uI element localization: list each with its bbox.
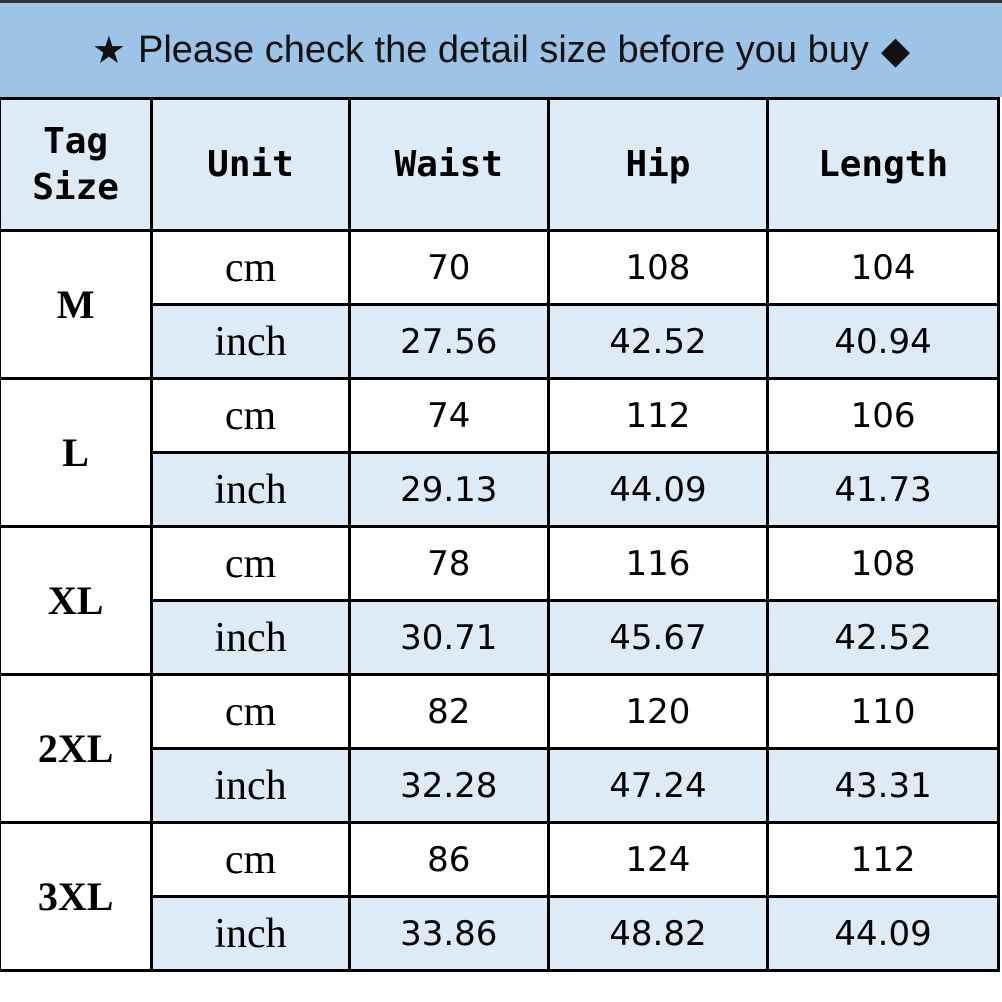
unit-cell: inch	[150, 747, 351, 824]
hip-cell: 116	[546, 525, 770, 602]
table-row: 2XL cm 82 120 110	[0, 673, 1000, 824]
header-row: Tag Size Unit Waist Hip Length	[0, 97, 1000, 232]
size-cell: M	[0, 229, 154, 380]
table-row: XL cm 78 116 108	[0, 525, 1000, 676]
notice-banner: ★ Please check the detail size before yo…	[0, 0, 1002, 97]
size-cell: L	[0, 377, 154, 528]
table-row: inch 27.56 42.52 40.94	[0, 303, 1000, 380]
unit-cell: cm	[150, 377, 351, 454]
hip-cell: 48.82	[546, 895, 770, 972]
header-tag: Tag	[43, 120, 109, 162]
unit-cell: inch	[150, 895, 351, 972]
table-row: inch 33.86 48.82 44.09	[0, 895, 1000, 972]
table-row: 3XL cm 86 124 112	[0, 821, 1000, 972]
waist-cell: 27.56	[347, 303, 550, 380]
hip-cell: 120	[546, 673, 770, 750]
header-tag-size: Tag Size	[0, 97, 154, 232]
waist-cell: 33.86	[347, 895, 550, 972]
header-waist: Waist	[347, 97, 550, 232]
diamond-icon: ◆	[880, 29, 911, 72]
length-cell: 112	[766, 821, 1000, 898]
hip-cell: 47.24	[546, 747, 770, 824]
header-hip: Hip	[546, 97, 770, 232]
waist-cell: 70	[347, 229, 550, 306]
header-unit: Unit	[150, 97, 351, 232]
waist-cell: 30.71	[347, 599, 550, 676]
unit-cell: inch	[150, 599, 351, 676]
unit-cell: inch	[150, 451, 351, 528]
waist-cell: 29.13	[347, 451, 550, 528]
length-cell: 43.31	[766, 747, 1000, 824]
waist-cell: 86	[347, 821, 550, 898]
waist-cell: 82	[347, 673, 550, 750]
table-row: inch 29.13 44.09 41.73	[0, 451, 1000, 528]
hip-cell: 112	[546, 377, 770, 454]
size-cell: XL	[0, 525, 154, 676]
unit-cell: cm	[150, 821, 351, 898]
length-cell: 42.52	[766, 599, 1000, 676]
unit-cell: cm	[150, 525, 351, 602]
notice-text: Please check the detail size before you …	[137, 28, 869, 71]
length-cell: 44.09	[766, 895, 1000, 972]
table-row: inch 32.28 47.24 43.31	[0, 747, 1000, 824]
hip-cell: 124	[546, 821, 770, 898]
unit-cell: inch	[150, 303, 351, 380]
length-cell: 40.94	[766, 303, 1000, 380]
waist-cell: 78	[347, 525, 550, 602]
length-cell: 110	[766, 673, 1000, 750]
size-cell: 2XL	[0, 673, 154, 824]
length-cell: 108	[766, 525, 1000, 602]
waist-cell: 74	[347, 377, 550, 454]
length-cell: 41.73	[766, 451, 1000, 528]
unit-cell: cm	[150, 229, 351, 306]
unit-cell: cm	[150, 673, 351, 750]
header-length: Length	[766, 97, 1000, 232]
star-icon: ★	[91, 29, 126, 72]
length-cell: 106	[766, 377, 1000, 454]
length-cell: 104	[766, 229, 1000, 306]
waist-cell: 32.28	[347, 747, 550, 824]
header-size: Size	[32, 166, 119, 208]
hip-cell: 108	[546, 229, 770, 306]
table-row: inch 30.71 45.67 42.52	[0, 599, 1000, 676]
hip-cell: 44.09	[546, 451, 770, 528]
size-cell: 3XL	[0, 821, 154, 972]
hip-cell: 42.52	[546, 303, 770, 380]
hip-cell: 45.67	[546, 599, 770, 676]
